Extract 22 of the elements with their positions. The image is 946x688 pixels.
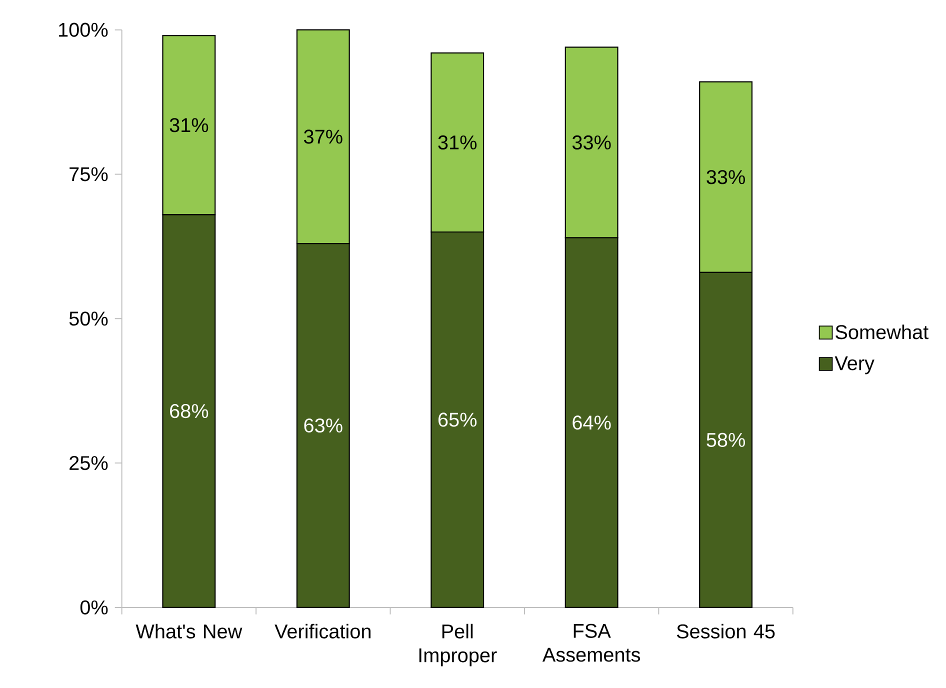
data-label: 31%: [438, 135, 477, 150]
data-label: 37%: [304, 130, 342, 144]
data-label: 31%: [170, 118, 208, 132]
x-tick-label: FSA Assements: [542, 624, 640, 662]
legend-label: Very: [834, 356, 874, 374]
data-label: 64%: [572, 416, 611, 430]
y-tick-label: 0%: [80, 600, 108, 615]
x-tick-label: Session 45: [676, 624, 775, 638]
x-tick-label: What's New: [136, 624, 242, 638]
x-tick-label: Pell Improper: [419, 624, 497, 666]
y-tick-label: 75%: [70, 167, 108, 182]
data-label: 63%: [304, 418, 342, 433]
data-label: 65%: [438, 412, 477, 427]
data-label: 58%: [706, 432, 745, 447]
y-tick-label: 25%: [70, 456, 108, 470]
x-tick-label: Verification: [274, 624, 370, 638]
y-tick-label: 100%: [59, 22, 108, 37]
data-label: 33%: [572, 135, 611, 150]
data-label: 68%: [170, 404, 208, 418]
data-label: 33%: [706, 170, 745, 184]
legend-label: Somewhat: [836, 324, 928, 340]
y-tick-label: 50%: [69, 312, 108, 326]
